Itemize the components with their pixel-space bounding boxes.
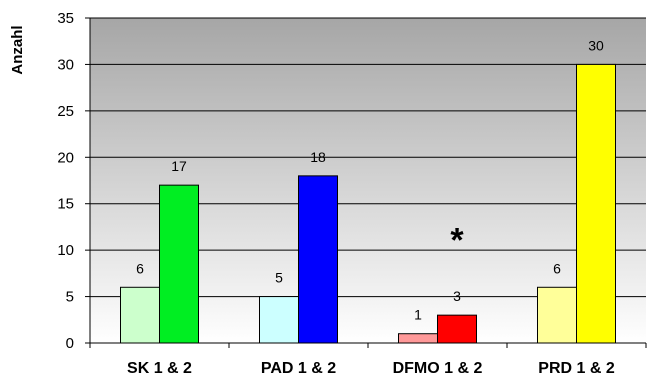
y-tick-label: 0 — [66, 335, 74, 352]
bar — [437, 314, 477, 344]
bar — [120, 286, 160, 344]
y-tick-label: 30 — [57, 56, 74, 73]
bar — [537, 286, 577, 344]
chart-labels: 0 5 10 15 20 25 30 35 6 17 SK 1 & 2 5 18 PAD 1 & 2 1 3 D… — [57, 10, 615, 377]
data-label: 3 — [453, 288, 461, 304]
data-label: 6 — [136, 260, 144, 276]
axes — [85, 17, 647, 348]
x-category-label: PRD 1 & 2 — [538, 360, 615, 377]
y-tick-label: 5 — [66, 289, 74, 306]
y-tick-label: 15 — [57, 196, 74, 213]
data-label: 6 — [553, 260, 561, 276]
data-label: 30 — [588, 37, 604, 53]
bar — [159, 184, 199, 344]
bar — [298, 175, 338, 344]
y-tick-label: 25 — [57, 103, 74, 120]
data-label: 17 — [171, 158, 187, 174]
bar — [576, 63, 616, 344]
y-tick-label: 10 — [57, 242, 74, 259]
x-category-label: SK 1 & 2 — [127, 360, 192, 377]
data-label: 1 — [414, 307, 422, 323]
x-category-label: PAD 1 & 2 — [261, 360, 336, 377]
bar — [259, 296, 299, 344]
y-axis-label: Anzahl — [9, 25, 26, 74]
data-label: 5 — [275, 270, 283, 286]
y-tick-label: 35 — [57, 10, 74, 27]
significance-marker: * — [450, 222, 464, 260]
y-tick-label: 20 — [57, 149, 74, 166]
data-label: 18 — [310, 149, 326, 165]
x-category-label: DFMO 1 & 2 — [393, 360, 483, 377]
bar — [398, 333, 438, 344]
